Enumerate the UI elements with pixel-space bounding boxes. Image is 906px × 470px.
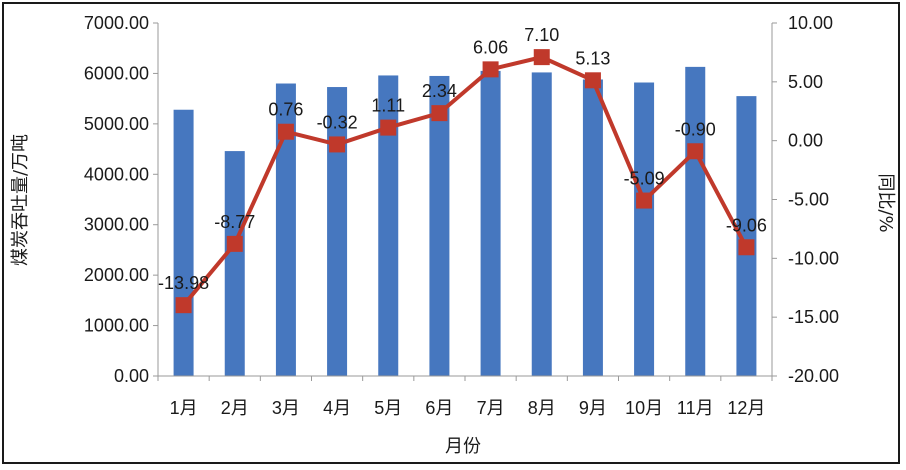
x-tick-label: 9月 [579, 398, 607, 418]
right-axis-ticks: -20.00 -15.00 -10.00 -5.00 0.00 5.00 10.00 [788, 13, 839, 386]
y-tick-label: 3000.00 [84, 215, 149, 235]
x-tick-label: 6月 [425, 398, 453, 418]
point-marker [482, 61, 499, 78]
y-tick-label: 4000.00 [84, 164, 149, 184]
y-tick-label: 7000.00 [84, 13, 149, 33]
series-line [182, 55, 749, 307]
point-marker [226, 235, 243, 252]
x-tick-label: 8月 [528, 398, 556, 418]
data-label: -0.32 [317, 112, 358, 132]
point-marker [431, 105, 448, 122]
bar [327, 87, 348, 377]
point-marker [584, 72, 601, 89]
x-axis-title: 月份 [445, 436, 481, 457]
bar [685, 66, 706, 376]
point-marker [738, 239, 755, 256]
x-tick-label: 11月 [677, 398, 714, 418]
line-series [175, 49, 755, 314]
data-labels: -13.98 -8.77 0.76 -0.32 1.11 2.34 6.06 7.10 5.13… [158, 25, 767, 293]
x-tick-label: 12月 [727, 398, 765, 418]
bar [429, 75, 450, 376]
point-marker [277, 123, 294, 140]
y-tick-label: 2000.00 [84, 265, 149, 285]
x-tick-label: 5月 [374, 398, 402, 418]
data-label: 6.06 [473, 37, 508, 57]
x-tick-label: 1月 [170, 398, 198, 418]
data-label: -9.06 [726, 215, 767, 235]
bar [224, 151, 245, 376]
bar [736, 96, 757, 376]
bar [582, 79, 603, 376]
bar [634, 82, 655, 377]
x-tick-label: 3月 [272, 398, 300, 418]
y2-axis-title: 同比/% [875, 173, 896, 232]
y-tick-label: 1000.00 [84, 316, 149, 336]
point-marker [329, 136, 346, 153]
point-marker [687, 143, 704, 160]
bar [275, 83, 296, 376]
data-label: 0.76 [268, 100, 303, 120]
bar-series [173, 66, 757, 377]
y2-tick-label: -20.00 [788, 366, 839, 386]
data-label: 7.10 [524, 25, 559, 45]
y2-tick-label: 0.00 [788, 131, 823, 151]
bar [378, 75, 399, 377]
data-label: -5.09 [624, 169, 665, 189]
bar [173, 109, 194, 376]
x-tick-label: 2月 [221, 398, 249, 418]
point-marker [175, 297, 192, 314]
y2-tick-label: 10.00 [788, 13, 833, 33]
point-marker [533, 49, 550, 66]
y2-tick-label: -15.00 [788, 307, 839, 327]
y-axis-title: 煤炭吞吐量/万吨 [10, 134, 31, 266]
x-tick-label: 10月 [625, 398, 663, 418]
y2-tick-label: -10.00 [788, 248, 839, 268]
y-tick-label: 6000.00 [84, 63, 149, 83]
bar [531, 72, 552, 377]
point-marker [636, 192, 653, 209]
point-marker [380, 119, 397, 136]
y-tick-label: 0.00 [114, 366, 149, 386]
data-label: -0.90 [675, 119, 716, 139]
y-tick-label: 5000.00 [84, 114, 149, 134]
data-label: 5.13 [575, 48, 610, 68]
data-label: -13.98 [158, 273, 209, 293]
x-axis-ticks: 1月 2月 3月 4月 5月 6月 7月 8月 9月 10月 11月 12月 [170, 398, 766, 418]
y2-tick-label: -5.00 [788, 190, 829, 210]
data-label: 2.34 [422, 81, 457, 101]
x-tick-label: 7月 [477, 398, 505, 418]
axes [153, 22, 777, 381]
bar [480, 70, 501, 377]
x-tick-label: 4月 [323, 398, 351, 418]
data-label: 1.11 [371, 96, 405, 116]
left-axis-ticks: 0.00 1000.00 2000.00 3000.00 4000.00 5000.00 6… [84, 13, 149, 386]
data-label: -8.77 [214, 212, 255, 232]
y2-tick-label: 5.00 [788, 72, 823, 92]
